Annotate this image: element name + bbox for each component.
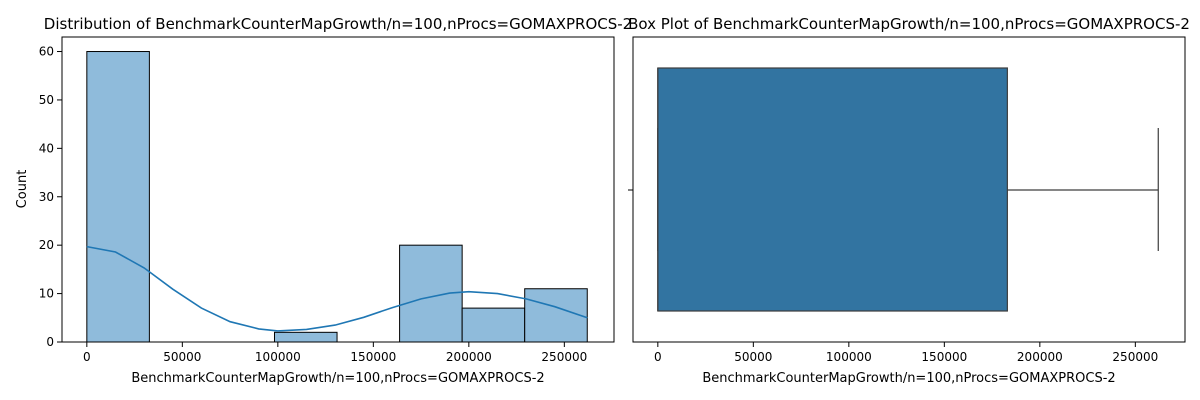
boxplot-x-axis-label: BenchmarkCounterMapGrowth/n=100,nProcs=G…: [702, 371, 1115, 386]
histogram-x-ticks: 0 50000 100000 150000 200000 250000: [83, 342, 587, 364]
boxplot-x-tick-label: 200000: [1017, 350, 1063, 364]
histogram-bar: [86, 51, 150, 343]
histogram-y-tick-label: 50: [39, 93, 54, 107]
boxplot-x-tick-label: 150000: [921, 350, 967, 364]
histogram-y-tick-label: 10: [39, 287, 54, 301]
boxplot-x-tick-label: 250000: [1112, 350, 1158, 364]
histogram-plot-area: [86, 51, 588, 343]
histogram-x-tick-label: 50000: [163, 350, 201, 364]
boxplot-x-tick-label: 100000: [826, 350, 872, 364]
boxplot-box: [657, 67, 1008, 312]
histogram-x-tick-label: 150000: [350, 350, 396, 364]
histogram-x-tick-label: 0: [83, 350, 91, 364]
boxplot-x-ticks: 0 50000 100000 150000 200000 250000: [654, 342, 1158, 364]
histogram-axes-frame: [61, 36, 615, 343]
histogram-y-tick-label: 40: [39, 141, 54, 155]
histogram-y-tick-label: 20: [39, 238, 54, 252]
histogram-y-tick-label: 60: [39, 45, 54, 59]
histogram-y-tick-label: 0: [46, 335, 54, 349]
histogram-y-ticks: 0 10 20 30 40 50 60: [39, 45, 62, 349]
histogram-bar: [273, 331, 338, 343]
boxplot-title: Box Plot of BenchmarkCounterMapGrowth/n=…: [628, 15, 1190, 33]
histogram-x-tick-label: 200000: [446, 350, 492, 364]
kde-curve: [86, 245, 588, 332]
histogram-y-tick-label: 30: [39, 190, 54, 204]
histogram-bar: [524, 288, 588, 343]
histogram-x-tick-label: 250000: [541, 350, 587, 364]
boxplot-x-tick-label: 50000: [734, 350, 772, 364]
histogram-bar: [461, 307, 526, 343]
boxplot-chart: 0 50000 100000 150000 200000 250000 Benchmark…: [628, 15, 1190, 386]
boxplot-x-tick-label: 0: [654, 350, 662, 364]
histogram-chart: Distribution of BenchmarkCounterMapGrowt…: [15, 15, 632, 386]
boxplot-plot-area: [657, 67, 1159, 312]
histogram-y-axis-label: Count: [15, 170, 30, 209]
histogram-title: Distribution of BenchmarkCounterMapGrowt…: [44, 15, 632, 33]
histogram-x-tick-label: 100000: [255, 350, 301, 364]
histogram-x-axis-label: BenchmarkCounterMapGrowth/n=100,nProcs=G…: [131, 371, 544, 386]
